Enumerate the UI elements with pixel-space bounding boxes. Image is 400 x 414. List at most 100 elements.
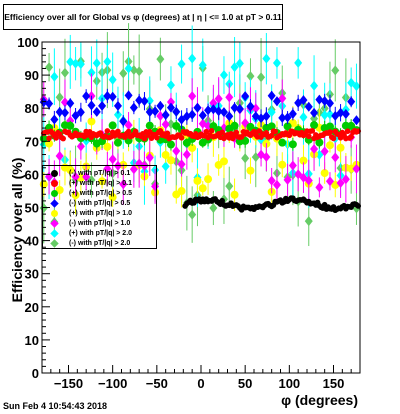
data-point	[104, 128, 111, 134]
legend-marker	[50, 219, 59, 228]
data-point	[225, 181, 234, 192]
data-point	[320, 146, 329, 157]
data-point	[352, 163, 361, 174]
data-point	[315, 182, 324, 193]
legend-marker	[51, 180, 58, 187]
data-point	[87, 100, 96, 111]
data-point	[60, 67, 69, 78]
y-axis-label: Efficiency over all (%)	[9, 158, 25, 303]
data-point	[113, 109, 122, 120]
data-point	[262, 111, 271, 122]
data-point	[267, 90, 276, 101]
data-point	[352, 81, 361, 92]
data-point	[283, 174, 292, 185]
legend-label: (+) with pT/|q| > 2.0	[69, 230, 133, 237]
legend-marker	[50, 199, 59, 208]
data-point	[230, 62, 239, 73]
data-point	[272, 96, 281, 107]
legend-label: (-) with pT/|q| > 0.5	[69, 200, 131, 207]
data-point	[278, 160, 287, 169]
data-point	[327, 129, 333, 135]
data-point	[325, 141, 334, 150]
legend-entry: (-) with pT/|q| > 1.0	[43, 218, 156, 229]
data-point	[230, 102, 239, 113]
data-point	[141, 135, 148, 142]
data-point	[166, 102, 175, 113]
data-point	[151, 106, 160, 117]
data-point	[336, 178, 345, 189]
data-point	[219, 129, 225, 136]
data-point	[119, 116, 128, 127]
data-point	[156, 110, 165, 121]
data-point	[98, 100, 107, 111]
data-point	[294, 169, 303, 180]
data-point	[283, 122, 292, 131]
data-point	[325, 109, 334, 120]
data-point	[325, 176, 334, 187]
data-point	[219, 157, 228, 166]
data-point	[336, 143, 345, 152]
data-point	[203, 128, 210, 135]
data-point	[76, 107, 85, 118]
data-point	[76, 59, 85, 70]
y-tick-label: 60	[25, 167, 39, 182]
legend-entry: (+) with pT/|q| > 0.1	[43, 178, 156, 189]
data-point	[82, 91, 91, 102]
data-point	[288, 160, 297, 171]
data-point	[188, 109, 197, 120]
y-tick-label: 70	[25, 134, 39, 149]
data-point	[177, 59, 186, 70]
data-point	[309, 128, 316, 134]
data-point	[325, 122, 334, 131]
data-point	[119, 179, 128, 190]
data-point	[161, 109, 170, 120]
data-point	[108, 74, 117, 85]
data-point	[166, 140, 175, 149]
data-point	[87, 67, 96, 78]
y-tick-label: 100	[17, 35, 39, 50]
data-point	[304, 216, 313, 227]
data-point	[166, 80, 175, 91]
data-point	[124, 90, 133, 101]
data-point	[193, 176, 202, 185]
data-point	[154, 134, 160, 141]
data-point	[348, 134, 354, 140]
data-point	[66, 98, 75, 109]
data-point	[310, 107, 319, 118]
data-point	[60, 97, 69, 108]
series-3	[39, 88, 361, 129]
data-point	[283, 112, 292, 123]
data-point	[204, 175, 213, 184]
legend-entry: (-) with pT/|q| > 2.0	[43, 238, 156, 249]
data-point	[60, 135, 66, 142]
data-point	[164, 130, 171, 137]
data-point	[310, 80, 319, 91]
data-point	[129, 164, 138, 175]
data-point	[315, 138, 324, 147]
legend-marker	[51, 190, 58, 197]
data-point	[330, 135, 337, 142]
data-point	[161, 119, 170, 130]
data-point	[103, 163, 112, 174]
data-point	[156, 100, 165, 111]
data-point	[98, 177, 107, 186]
data-point	[103, 142, 112, 151]
x-tick-label: −100	[98, 376, 127, 391]
data-point	[46, 135, 52, 142]
data-point	[235, 103, 244, 114]
data-point	[299, 156, 308, 165]
data-point	[262, 152, 271, 163]
data-point	[140, 96, 149, 107]
data-point	[325, 98, 334, 109]
data-point	[310, 113, 319, 124]
data-point	[71, 171, 80, 182]
data-point	[188, 143, 197, 152]
legend-entry: (+) with pT/|q| > 2.0	[43, 228, 156, 239]
data-point	[278, 138, 287, 147]
data-point	[219, 107, 228, 118]
data-point	[267, 107, 276, 118]
data-point	[108, 121, 117, 130]
data-point	[268, 132, 275, 139]
data-point	[304, 101, 313, 112]
